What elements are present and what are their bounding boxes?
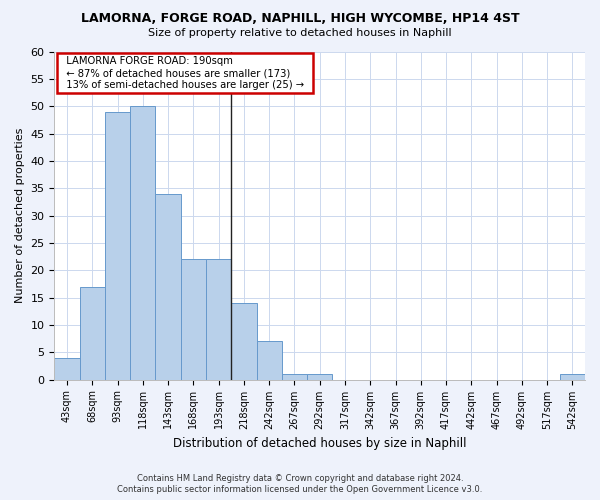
Text: Size of property relative to detached houses in Naphill: Size of property relative to detached ho…: [148, 28, 452, 38]
Bar: [55, 358, 80, 380]
Bar: [80, 286, 105, 380]
Bar: [231, 303, 257, 380]
Text: LAMORNA FORGE ROAD: 190sqm
  ← 87% of detached houses are smaller (173)
  13% of: LAMORNA FORGE ROAD: 190sqm ← 87% of deta…: [60, 56, 310, 90]
Text: LAMORNA, FORGE ROAD, NAPHILL, HIGH WYCOMBE, HP14 4ST: LAMORNA, FORGE ROAD, NAPHILL, HIGH WYCOM…: [80, 12, 520, 26]
Bar: [206, 260, 231, 380]
X-axis label: Distribution of detached houses by size in Naphill: Distribution of detached houses by size …: [173, 437, 466, 450]
Bar: [560, 374, 585, 380]
Bar: [181, 260, 206, 380]
Y-axis label: Number of detached properties: Number of detached properties: [15, 128, 25, 303]
Bar: [307, 374, 332, 380]
Bar: [155, 194, 181, 380]
Bar: [282, 374, 307, 380]
Bar: [105, 112, 130, 380]
Bar: [130, 106, 155, 380]
Text: Contains HM Land Registry data © Crown copyright and database right 2024.
Contai: Contains HM Land Registry data © Crown c…: [118, 474, 482, 494]
Bar: [257, 342, 282, 380]
